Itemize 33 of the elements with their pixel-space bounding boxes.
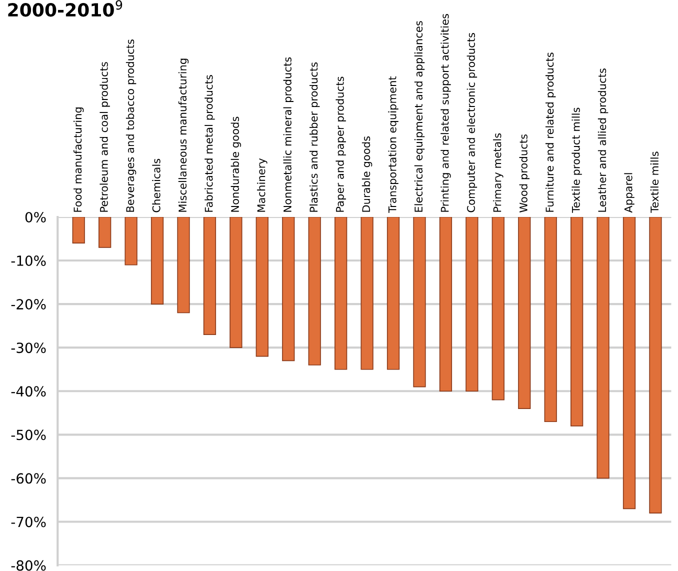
x-tick-label: Beverages and tobacco products — [126, 40, 136, 212]
y-tick-label: -40% — [11, 386, 46, 397]
y-tick-label: -60% — [11, 473, 46, 484]
x-tick-label: Food manufacturing — [74, 108, 84, 212]
x-tick-label: Paper and paper products — [336, 76, 346, 212]
x-tick-label: Apparel — [624, 173, 634, 213]
x-tick-label: Fabricated metal products — [204, 75, 215, 212]
x-tick-label: Miscellaneous manufacturing — [178, 58, 189, 212]
x-tick-label: Machinery — [257, 158, 268, 212]
x-tick-label: Textile product mills — [572, 108, 582, 213]
x-tick-label: Electrical equipment and appliances — [414, 21, 425, 212]
y-tick-label: -70% — [11, 516, 46, 528]
y-tick-label: 0% — [25, 212, 46, 222]
x-tick-label: Leather and allied products — [598, 68, 608, 212]
y-tick-label: -30% — [11, 342, 46, 354]
x-tick-label: Nondurable goods — [230, 116, 242, 212]
y-tick-label: -50% — [11, 430, 46, 440]
x-tick-label: Plastics and rubber products — [309, 62, 320, 212]
y-tick-label: -20% — [11, 299, 46, 310]
x-tick-label: Textile mills — [650, 152, 659, 213]
y-tick-label: -10% — [11, 255, 46, 266]
chart-title: 2000-2010$^{9}$ — [8, 0, 122, 17]
x-tick-label: Wood products — [519, 134, 530, 212]
x-tick-label: Computer and electronic products — [466, 32, 478, 212]
x-tick-label: Nonmetallic mineral products — [283, 57, 294, 212]
x-tick-label: Furniture and related products — [545, 52, 556, 212]
x-tick-label: Transportation equipment — [388, 76, 398, 213]
x-tick-label: Primary metals — [493, 133, 504, 212]
y-tick-label: -80% — [11, 560, 46, 571]
x-tick-label: Chemicals — [152, 158, 160, 212]
x-tick-label: Petroleum and coal products — [100, 62, 110, 212]
x-tick-label: Printing and related support activities — [440, 14, 451, 212]
x-tick-label: Durable goods — [362, 136, 372, 212]
